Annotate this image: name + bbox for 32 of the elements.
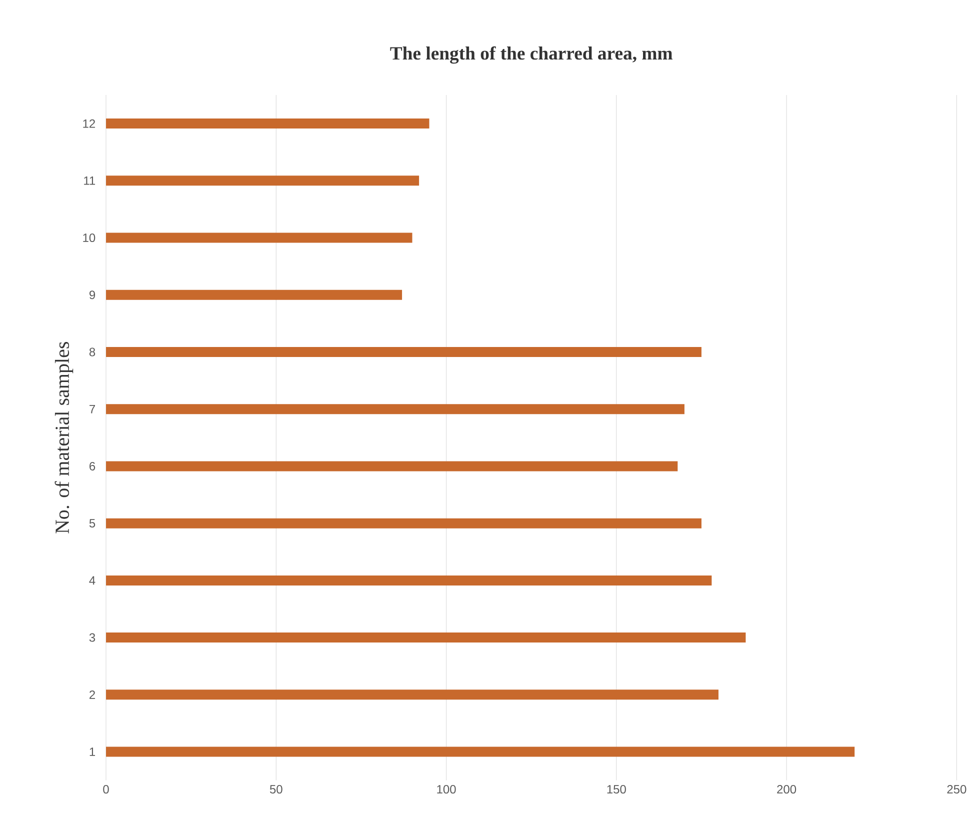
bar: [106, 746, 855, 757]
y-tick-label: 3: [89, 633, 96, 642]
bar: [106, 690, 718, 700]
x-tick-label: 200: [777, 785, 796, 794]
y-tick-label: 6: [90, 462, 96, 470]
bar: [106, 232, 412, 243]
bar: [106, 632, 746, 643]
bar: [106, 290, 402, 300]
x-tick-label: 150: [607, 785, 626, 794]
bar: [106, 518, 702, 528]
y-tick-label: 1: [90, 748, 96, 756]
bar: [106, 346, 702, 357]
y-axis-title: No. of material samples: [54, 342, 74, 534]
y-tick-label: 8: [89, 348, 96, 356]
y-tick-label: 10: [83, 234, 96, 242]
x-tick-label: 100: [437, 785, 456, 794]
x-tick-label: 250: [947, 785, 966, 794]
y-tick-label: 12: [83, 119, 95, 128]
bar: [106, 404, 684, 414]
bar: [106, 118, 430, 129]
x-tick-label: 50: [270, 785, 282, 794]
x-tick-label: 0: [103, 785, 109, 794]
bar: [106, 461, 678, 472]
y-tick-label: 5: [89, 519, 96, 528]
bar: [106, 176, 420, 186]
bar: [106, 575, 712, 586]
y-tick-label: 11: [84, 176, 96, 185]
y-tick-label: 7: [90, 404, 95, 414]
y-tick-label: 4: [89, 576, 96, 585]
chart-title: The length of the charred area, mm: [390, 46, 672, 64]
y-tick-label: 9: [89, 290, 96, 300]
y-tick-label: 2: [90, 690, 95, 699]
